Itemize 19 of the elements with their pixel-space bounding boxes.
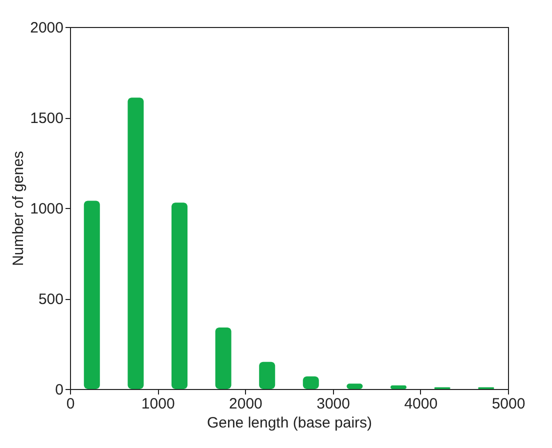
bar: [128, 98, 144, 389]
y-tick-label: 500: [38, 291, 64, 308]
y-axis-title: Number of genes: [10, 150, 28, 266]
x-tick-label: 4000: [404, 396, 438, 412]
bar: [172, 202, 188, 389]
x-tick-label: 0: [66, 396, 75, 412]
y-tick-label: 1000: [30, 200, 64, 218]
bar: [259, 362, 276, 389]
x-axis-title: Gene length (base pairs): [206, 414, 372, 432]
x-tick-label: 3000: [316, 396, 350, 412]
bar: [84, 200, 100, 389]
y-tick-label: 1500: [30, 110, 64, 127]
y-tick-label: 2000: [30, 20, 64, 36]
x-tick-label: 1000: [141, 396, 175, 412]
x-tick-label: 2000: [229, 396, 262, 412]
bar: [215, 327, 232, 389]
x-tick-label: 5000: [492, 396, 526, 412]
y-tick-label: 0: [55, 382, 64, 398]
bar: [390, 385, 406, 389]
